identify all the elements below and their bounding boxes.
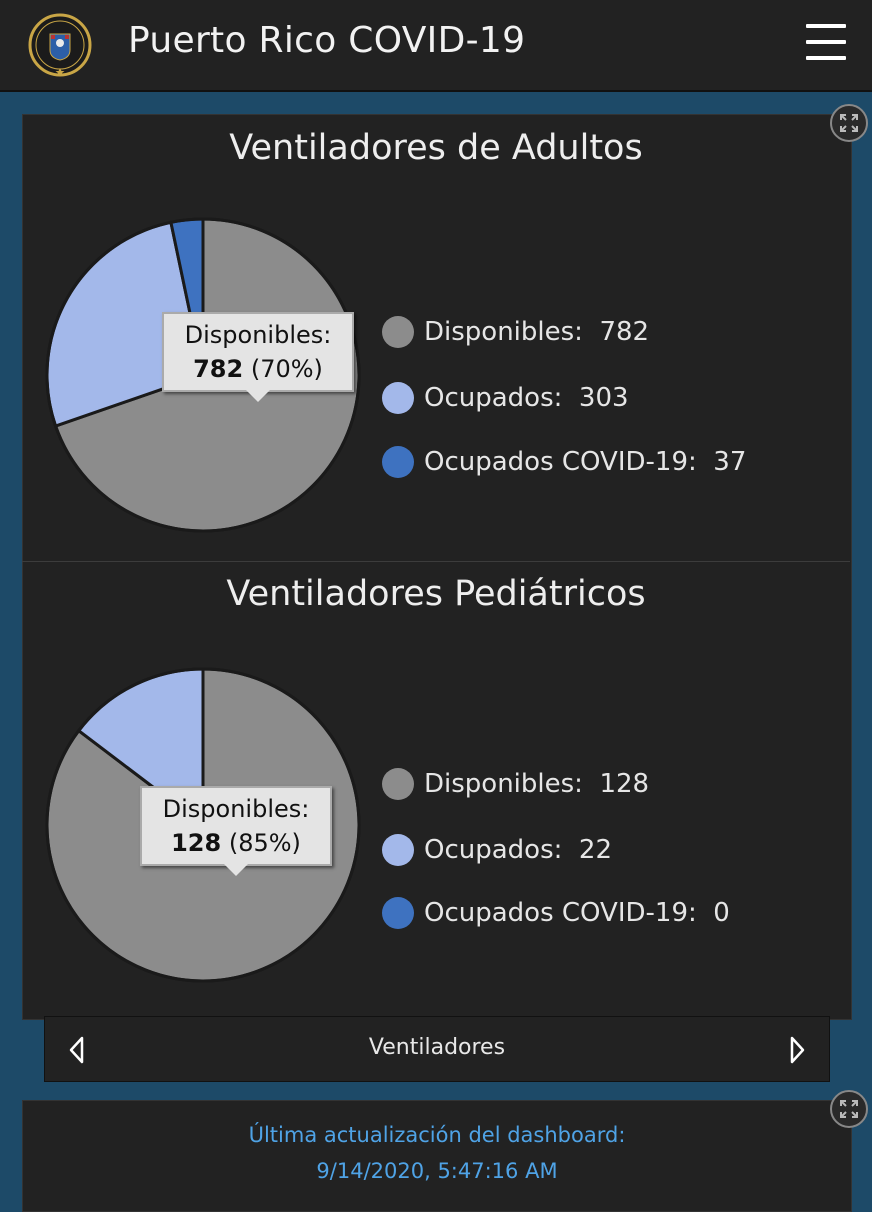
- pie-outline: [45, 217, 361, 533]
- chart-tooltip: Disponibles: 782 (70%): [162, 312, 354, 402]
- legend-item-ocupados[interactable]: Ocupados: 303: [382, 378, 629, 418]
- legend-label: Ocupados COVID-19: 0: [424, 898, 730, 928]
- tooltip-arrow: [246, 390, 270, 402]
- next-arrow-icon[interactable]: [787, 1035, 807, 1065]
- chart-divider: [22, 561, 850, 562]
- hamburger-menu-icon[interactable]: [806, 24, 846, 60]
- tooltip-value-line: 782 (70%): [174, 352, 342, 386]
- legend-dot-ocupados: [382, 834, 414, 866]
- legend-label: Ocupados: 303: [424, 383, 629, 413]
- tooltip-percent: (85%): [228, 829, 301, 857]
- legend-item-disponibles[interactable]: Disponibles: 128: [382, 764, 649, 804]
- expand-icon[interactable]: [830, 1090, 868, 1128]
- previous-arrow-icon[interactable]: [67, 1035, 87, 1065]
- legend-item-ocupados[interactable]: Ocupados: 22: [382, 830, 612, 870]
- legend-dot-ocupados-covid: [382, 897, 414, 929]
- update-label: Última actualización del dashboard:: [248, 1123, 626, 1147]
- update-timestamp: 9/14/2020, 5:47:16 AM: [316, 1159, 558, 1183]
- chart-title-adultos: Ventiladores de Adultos: [229, 128, 643, 168]
- chart-navigation-bar: Ventiladores: [44, 1016, 830, 1082]
- legend-dot-ocupados: [382, 382, 414, 414]
- legend-label: Ocupados: 22: [424, 835, 613, 865]
- legend-label: Ocupados COVID-19: 37: [424, 447, 747, 477]
- tooltip-value: 128: [171, 829, 222, 857]
- pie-outline: [45, 667, 361, 983]
- legend-dot-ocupados-covid: [382, 446, 414, 478]
- legend-label: Disponibles: 782: [424, 317, 650, 347]
- tooltip-percent: (70%): [250, 355, 323, 383]
- tooltip-label: Disponibles:: [184, 321, 332, 349]
- legend-label: Disponibles: 128: [424, 769, 650, 799]
- legend-item-disponibles[interactable]: Disponibles: 782: [382, 312, 649, 352]
- chart-title-pediatricos: Ventiladores Pediátricos: [226, 574, 646, 614]
- legend-dot-disponibles: [382, 316, 414, 348]
- tooltip-value: 782: [193, 355, 244, 383]
- tooltip-value-line: 128 (85%): [152, 826, 320, 860]
- puerto-rico-seal-icon: [28, 13, 92, 77]
- legend-dot-disponibles: [382, 768, 414, 800]
- legend-item-ocupados-covid[interactable]: Ocupados COVID-19: 0: [382, 893, 730, 933]
- navigation-label: Ventiladores: [368, 1035, 506, 1060]
- app-title: Puerto Rico COVID-19: [128, 20, 526, 61]
- legend-item-ocupados-covid[interactable]: Ocupados COVID-19: 37: [382, 442, 746, 482]
- tooltip-label: Disponibles:: [162, 795, 310, 823]
- chart-tooltip: Disponibles: 128 (85%): [140, 786, 332, 876]
- expand-icon[interactable]: [830, 104, 868, 142]
- top-bar: Puerto Rico COVID-19: [0, 0, 872, 92]
- tooltip-arrow: [224, 864, 248, 876]
- update-panel: Última actualización del dashboard: 9/14…: [22, 1100, 852, 1212]
